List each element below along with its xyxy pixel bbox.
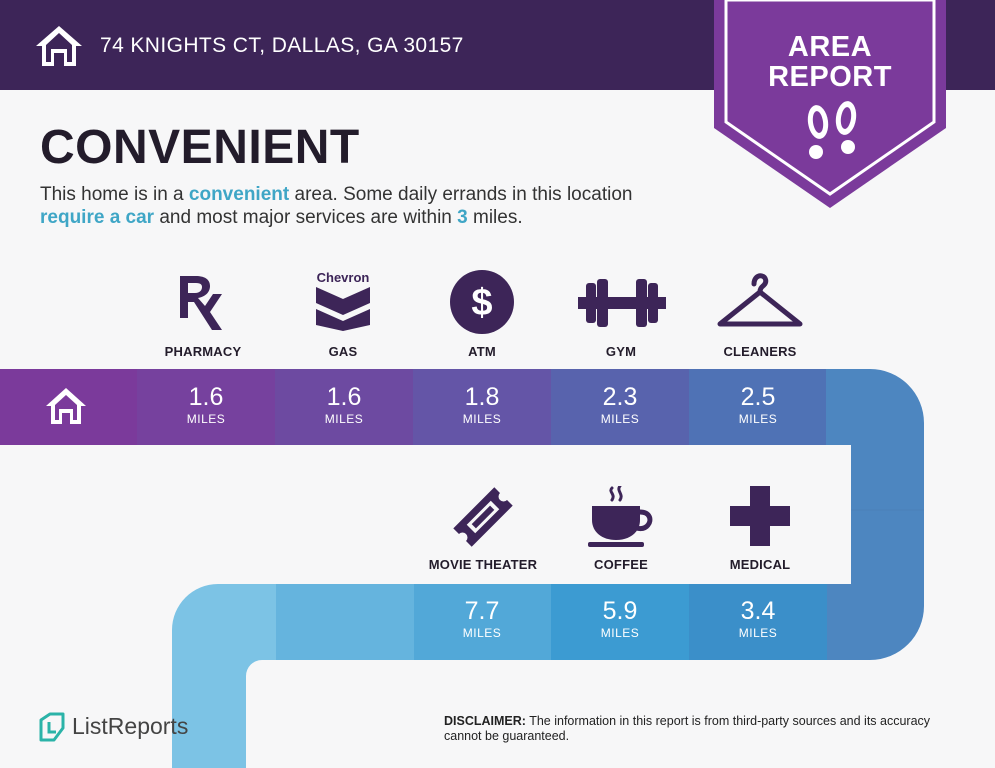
distance-unit: MILES <box>738 412 778 426</box>
road-segment-2 <box>275 369 414 445</box>
road-curve-right <box>826 369 924 660</box>
desc-text-3: and most major services are within <box>154 207 458 228</box>
distance-atm: 1.8 MILES <box>413 383 551 427</box>
listreports-logo-text: ListReports <box>72 713 189 739</box>
road-segment-9 <box>275 584 414 660</box>
distance-gas: 1.6 MILES <box>275 383 413 427</box>
label-gym: GYM <box>605 344 637 359</box>
distance-value: 1.8 <box>464 383 500 411</box>
chevron-brand-label: Chevron <box>316 270 370 285</box>
road-segment-8 <box>413 584 551 660</box>
property-address: 74 KNIGHTS CT, DALLAS, GA 30157 <box>100 34 464 57</box>
distance-movie-theater: 7.7 MILES <box>413 597 551 641</box>
road-segment-7 <box>550 584 689 660</box>
distance-unit: MILES <box>600 626 640 640</box>
road-segment-5 <box>689 369 827 445</box>
distance-unit: MILES <box>462 626 502 640</box>
distance-unit: MILES <box>462 412 502 426</box>
distance-value: 2.5 <box>740 383 776 411</box>
distance-cleaners: 2.5 MILES <box>689 383 827 427</box>
desc-text-2: area. Some daily errands in this locatio… <box>289 184 633 205</box>
distance-coffee: 5.9 MILES <box>551 597 689 641</box>
page-title: CONVENIENT <box>40 121 360 174</box>
label-atm: ATM <box>468 344 496 359</box>
area-report-badge <box>714 0 946 208</box>
distance-value: 7.7 <box>464 597 500 625</box>
road-segment-1 <box>137 369 276 445</box>
dollar-coin-icon: $ <box>450 270 514 334</box>
distance-value: 3.4 <box>740 597 776 625</box>
distance-pharmacy: 1.6 MILES <box>137 383 275 427</box>
desc-text-1: This home is in a <box>40 184 189 205</box>
road-segment-4 <box>551 369 690 445</box>
label-movie-theater: MOVIE THEATER <box>428 557 538 572</box>
desc-highlight-1: convenient <box>188 184 290 205</box>
disclaimer: DISCLAIMER: The information in this repo… <box>444 714 964 744</box>
distance-unit: MILES <box>600 412 640 426</box>
home-icon <box>36 26 82 66</box>
chevron-gas-icon <box>316 287 370 331</box>
desc-text-4: miles. <box>467 207 523 228</box>
badge-title-line1: AREA <box>787 31 873 63</box>
pharmacy-rx-icon <box>180 276 222 330</box>
medical-cross-icon <box>730 486 790 546</box>
dumbbell-icon <box>578 279 666 327</box>
label-cleaners: CLEANERS <box>723 344 797 359</box>
distance-value: 1.6 <box>326 383 362 411</box>
label-gas: GAS <box>328 344 358 359</box>
distance-gym: 2.3 MILES <box>551 383 689 427</box>
hanger-icon <box>717 273 803 327</box>
distance-unit: MILES <box>186 412 226 426</box>
badge-title-line2: REPORT <box>768 61 892 93</box>
coffee-cup-icon <box>588 486 653 547</box>
distance-unit: MILES <box>324 412 364 426</box>
road-segment-6 <box>688 584 827 660</box>
badge-title: AREA REPORT <box>740 32 920 92</box>
distance-value: 5.9 <box>602 597 638 625</box>
label-pharmacy: PHARMACY <box>164 344 242 359</box>
desc-highlight-2: require a car <box>40 207 155 228</box>
summary-description: This home is in a convenient area. Some … <box>40 183 700 229</box>
movie-ticket-icon <box>453 487 513 547</box>
road-segment-3 <box>413 369 552 445</box>
desc-highlight-3: 3 <box>457 207 468 228</box>
listreports-logo-icon <box>39 712 65 742</box>
road-home-icon <box>46 388 86 424</box>
disclaimer-text: The information in this report is from t… <box>444 714 931 743</box>
label-coffee: COFFEE <box>594 557 648 572</box>
road-curve-left <box>172 584 276 768</box>
distance-value: 2.3 <box>602 383 638 411</box>
distance-medical: 3.4 MILES <box>689 597 827 641</box>
label-medical: MEDICAL <box>729 557 791 572</box>
distance-unit: MILES <box>738 626 778 640</box>
disclaimer-label: DISCLAIMER: <box>444 714 526 728</box>
dollar-symbol: $ <box>471 282 492 324</box>
footprints-icon <box>807 101 857 159</box>
distance-value: 1.6 <box>188 383 224 411</box>
